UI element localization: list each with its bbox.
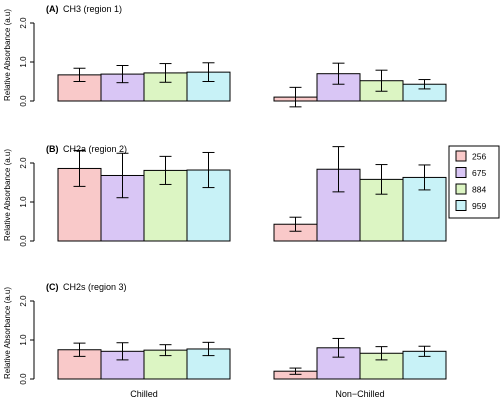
panel-title-1: CH2a (region 2) (63, 144, 127, 154)
bar-0-675-0 (100, 73, 145, 102)
legend-label-675: 675 (472, 168, 486, 178)
bar-2-884-1 (359, 352, 404, 380)
legend-label-256: 256 (472, 152, 486, 162)
y-tick-label-2-0: 0.0 (19, 373, 28, 385)
legend-swatch-256 (455, 150, 467, 162)
y-tick-label-0-2: 2.0 (19, 17, 28, 29)
y-axis-label-0: Relative Absorbance (a.u) (3, 9, 12, 101)
y-tick-label-1-2: 2.0 (19, 157, 28, 169)
legend-label-959: 959 (472, 201, 486, 211)
panel-tag-0: (A) (46, 4, 59, 14)
panel-tag-2: (C) (46, 282, 59, 292)
y-tick-label-1-0: 0.0 (19, 235, 28, 247)
y-tick-label-2-2: 2.0 (19, 295, 28, 307)
bar-0-884-0 (143, 72, 188, 102)
y-tick-label-1-1: 1.0 (19, 196, 28, 208)
y-axis-label-1: Relative Absorbance (a.u) (3, 149, 12, 241)
category-label-0: Chilled (130, 389, 158, 399)
y-tick-label-0-0: 0.0 (19, 95, 28, 107)
legend-swatch-959 (455, 200, 467, 211)
panel-title-2: CH2s (region 3) (63, 282, 127, 292)
panel-title-0: CH3 (region 1) (63, 4, 122, 14)
legend-label-884: 884 (472, 185, 486, 195)
legend-swatch-884 (455, 183, 467, 195)
panel-tag-1: (B) (46, 144, 59, 154)
y-tick-label-0-1: 1.0 (19, 56, 28, 68)
category-label-1: Non−Chilled (335, 389, 384, 399)
y-axis-label-2: Relative Absorbance (a.u) (3, 287, 12, 379)
legend-swatch-675 (455, 167, 467, 178)
y-tick-label-2-1: 1.0 (19, 334, 28, 346)
